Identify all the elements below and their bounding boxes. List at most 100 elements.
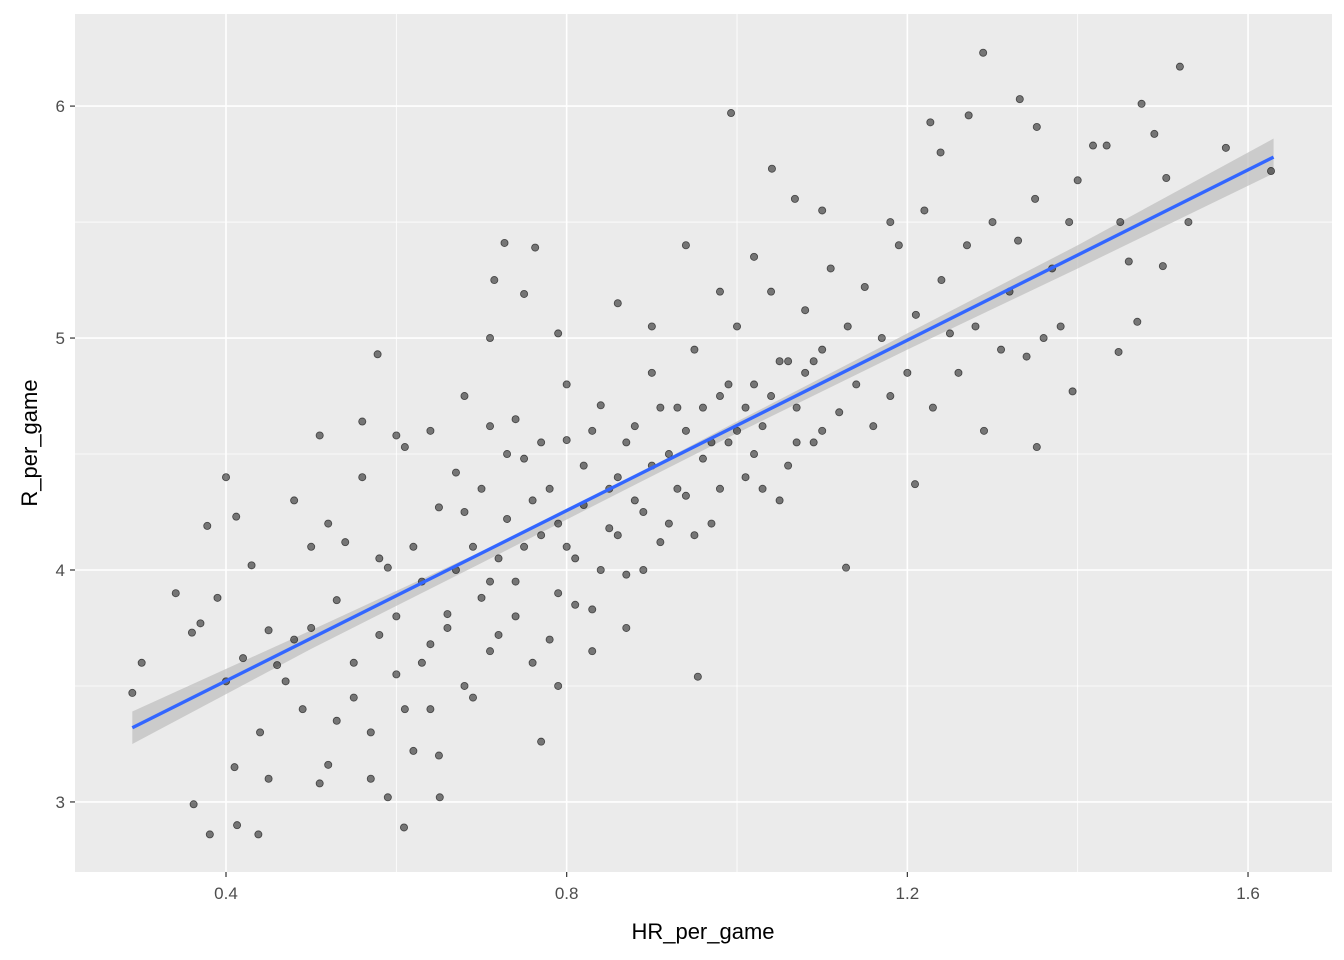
data-point	[392, 612, 401, 621]
data-point	[1184, 218, 1193, 227]
data-point	[486, 334, 495, 343]
data-point	[622, 570, 631, 579]
data-point	[531, 243, 540, 252]
data-point	[477, 593, 486, 602]
data-point	[494, 554, 503, 563]
data-point	[1022, 352, 1031, 361]
data-point	[758, 422, 767, 431]
data-point	[911, 310, 920, 319]
data-point	[962, 241, 971, 250]
data-point	[203, 521, 212, 530]
data-point	[264, 774, 273, 783]
data-point	[835, 408, 844, 417]
data-point	[693, 672, 702, 681]
data-point	[366, 728, 375, 737]
data-point	[852, 380, 861, 389]
data-point	[1150, 129, 1159, 138]
data-point	[639, 565, 648, 574]
data-point	[460, 392, 469, 401]
data-point	[205, 830, 214, 839]
data-point	[477, 484, 486, 493]
data-point	[187, 628, 196, 637]
data-point	[324, 519, 333, 528]
data-point	[681, 241, 690, 250]
data-point	[435, 793, 444, 802]
data-point	[213, 593, 222, 602]
data-point	[128, 688, 137, 697]
data-point	[554, 589, 563, 598]
data-point	[715, 392, 724, 401]
data-point	[886, 218, 895, 227]
data-point	[400, 443, 409, 452]
data-point	[511, 415, 520, 424]
data-point	[792, 403, 801, 412]
data-point	[801, 306, 810, 315]
data-point	[997, 345, 1006, 354]
data-point	[562, 542, 571, 551]
fit-line	[131, 155, 1275, 730]
data-point	[605, 524, 614, 533]
data-point	[486, 422, 495, 431]
data-point	[281, 677, 290, 686]
data-point	[562, 436, 571, 445]
data-point	[383, 793, 392, 802]
data-point	[290, 496, 299, 505]
data-point	[767, 164, 776, 173]
data-point	[741, 403, 750, 412]
data-point	[588, 426, 597, 435]
data-point	[1114, 347, 1123, 356]
data-point	[673, 403, 682, 412]
data-point	[341, 538, 350, 547]
data-point	[727, 109, 736, 118]
data-point	[254, 830, 263, 839]
data-point	[409, 746, 418, 755]
data-point	[400, 705, 409, 714]
data-point	[869, 422, 878, 431]
data-point	[809, 357, 818, 366]
data-point	[264, 626, 273, 635]
data-point	[1102, 141, 1111, 150]
data-point	[750, 252, 759, 261]
data-point	[886, 392, 895, 401]
data-point	[707, 519, 716, 528]
data-point	[964, 111, 973, 120]
data-point	[400, 823, 409, 832]
data-point	[500, 238, 509, 247]
data-point	[349, 693, 358, 702]
data-point	[596, 565, 605, 574]
data-point	[468, 693, 477, 702]
data-point	[724, 438, 733, 447]
y-axis-ticks: 3 4 5 6	[56, 97, 75, 812]
data-point	[1031, 194, 1040, 203]
data-point	[171, 589, 180, 598]
data-point	[860, 283, 869, 292]
data-point	[698, 454, 707, 463]
data-point	[511, 577, 520, 586]
data-point	[1221, 143, 1230, 152]
data-point	[373, 350, 382, 359]
data-point	[307, 623, 316, 632]
data-point	[486, 577, 495, 586]
data-point	[503, 450, 512, 459]
data-points	[128, 48, 1276, 839]
data-point	[622, 438, 631, 447]
data-point	[537, 438, 546, 447]
data-point	[954, 368, 963, 377]
data-point	[426, 640, 435, 649]
data-point	[842, 563, 851, 572]
data-point	[426, 705, 435, 714]
data-point	[545, 484, 554, 493]
data-point	[630, 496, 639, 505]
data-point	[1056, 322, 1065, 331]
data-point	[843, 322, 852, 331]
data-point	[818, 206, 827, 215]
data-point	[392, 431, 401, 440]
data-point	[307, 542, 316, 551]
data-point	[358, 473, 367, 482]
data-point	[239, 654, 248, 663]
data-point	[315, 779, 324, 788]
y-tick-label: 5	[56, 329, 65, 348]
data-point	[468, 542, 477, 551]
data-point	[315, 431, 324, 440]
